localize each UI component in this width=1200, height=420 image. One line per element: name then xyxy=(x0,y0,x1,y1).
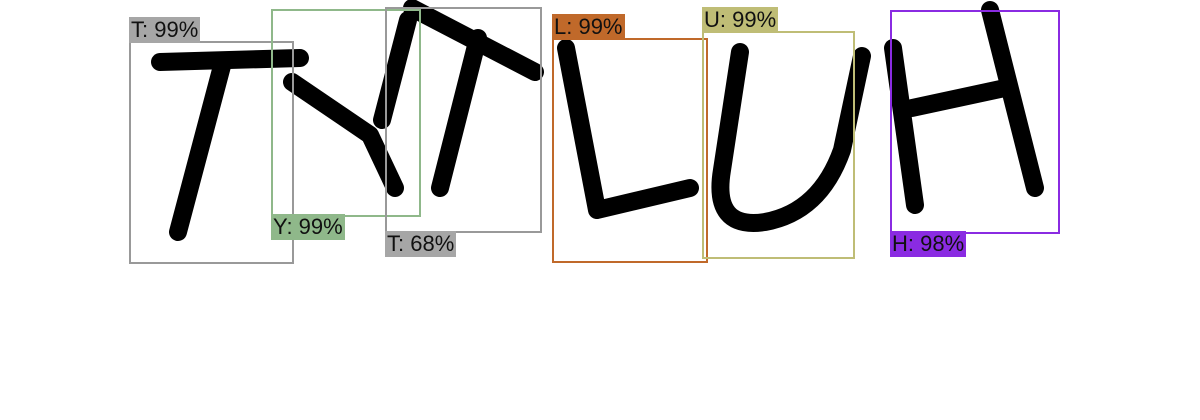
letter-t2-glyph xyxy=(403,0,544,197)
detection-label-t2: T: 68% xyxy=(385,231,457,257)
detection-box-u xyxy=(702,31,855,259)
detection-box-y xyxy=(271,9,421,217)
detection-label-h: H: 98% xyxy=(890,231,967,257)
letter-l-glyph xyxy=(557,39,699,219)
detection-label-u: U: 99% xyxy=(702,7,779,33)
detection-box-h xyxy=(890,10,1060,234)
letter-h-glyph xyxy=(884,1,1044,214)
detection-box-l xyxy=(552,38,708,263)
letter-u-glyph xyxy=(711,43,871,232)
detection-box-t1 xyxy=(129,41,294,264)
letter-t-glyph xyxy=(151,49,309,241)
detection-box-t2 xyxy=(385,7,542,233)
detection-label-l: L: 99% xyxy=(552,14,625,40)
detection-label-t1: T: 99% xyxy=(129,17,201,43)
detection-label-y: Y: 99% xyxy=(271,214,345,240)
